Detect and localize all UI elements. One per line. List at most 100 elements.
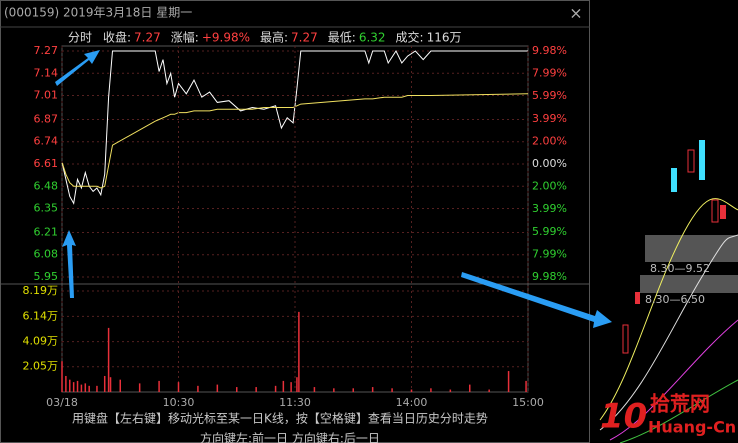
y-tick-label: 6.08 [34, 248, 59, 261]
y2-tick-label: 5.99% [532, 225, 567, 238]
candle [711, 199, 719, 223]
band [645, 235, 738, 262]
ma-line [619, 379, 738, 443]
watermark-site: Huang-Cn [648, 418, 736, 437]
volume-bar [119, 379, 121, 392]
x-tick-label: 10:30 [163, 396, 195, 409]
volume-bar [177, 382, 180, 392]
info-value: 6.32 [359, 31, 386, 45]
arrow [461, 272, 612, 328]
y-tick-label: 7.27 [34, 44, 59, 57]
y-tick-label: 6.74 [34, 135, 59, 148]
y-tick-label: 4.09万 [23, 335, 59, 348]
volume-bar [158, 380, 160, 392]
volume-bar [290, 382, 292, 392]
volume-bar [430, 388, 432, 392]
x-tick-label: 11:30 [279, 396, 311, 409]
candle [720, 205, 726, 219]
info-value: 116万 [427, 31, 462, 45]
volume-bar [216, 384, 219, 392]
y-tick-label: 2.05万 [23, 360, 59, 373]
header-info: 收盘: 7.27 涨幅: +9.98% 最高: 7.27 最低: 6.32 成交: 116万 [103, 30, 461, 45]
volume-bar [103, 375, 106, 392]
volume-bar [298, 311, 300, 392]
y2-tick-label: 9.98% [532, 44, 567, 57]
y-tick-label: 5.95 [34, 270, 59, 283]
y-tick-label: 6.14万 [23, 309, 59, 322]
volume-bar [236, 387, 238, 392]
volume-bar [96, 385, 98, 392]
info-value: 7.27 [291, 31, 318, 45]
plots: 7.27 7.14 7.01 6.87 6.74 6.61 6.48 6.35 6.21 6.08… [23, 44, 567, 409]
volume-bar [107, 327, 110, 392]
volume-bar [282, 380, 285, 392]
y-tick-label: 6.61 [34, 157, 59, 170]
info-value: 7.27 [134, 31, 161, 45]
candle [635, 292, 640, 304]
watermark-number: 10 [600, 397, 647, 437]
volume-bar [507, 371, 510, 392]
info-label: 涨幅: [171, 30, 199, 45]
volume-bar [469, 384, 471, 392]
ma-line [599, 234, 738, 431]
band [640, 275, 738, 293]
volume-bar [72, 382, 75, 392]
watermark-name: 拾荒网 [650, 392, 710, 416]
candle [671, 168, 677, 192]
volume-bar [76, 380, 79, 392]
candle [687, 149, 695, 173]
volume-bar [80, 384, 83, 392]
candle [622, 324, 629, 354]
y2-tick-label: 7.99% [532, 67, 567, 80]
volume-bar [61, 361, 63, 392]
volume-bar [84, 383, 87, 392]
info-label: 收盘: [103, 30, 131, 45]
volume-bar [109, 377, 112, 392]
info-label: 最高: [260, 30, 288, 45]
info-label: 最低: [328, 31, 356, 45]
y2-tick-label: 2.00% [532, 134, 567, 147]
volume-bar [371, 387, 374, 392]
volume-bar [410, 389, 413, 392]
volume-bar [313, 387, 316, 392]
price-line [61, 93, 529, 189]
band-label: 8.30—9.52 [650, 262, 710, 275]
volume-bar [449, 389, 452, 392]
band-label: 8.30—6.50 [645, 293, 705, 306]
ma-line [599, 198, 738, 421]
volume-bar [255, 387, 257, 392]
y2-tick-label: 7.99% [532, 247, 567, 260]
footer-hint: 方向键左:前一日 方向键右:后一日 [200, 431, 380, 443]
y-tick-label: 6.35 [34, 202, 59, 215]
y2-tick-label: 9.98% [532, 270, 567, 283]
x-tick-label: 03/18 [46, 396, 78, 409]
mode-label: 分时 [68, 31, 92, 45]
volume-bar [197, 385, 199, 392]
y-tick-label: 6.21 [34, 225, 59, 238]
volume-bar [352, 388, 354, 392]
y-tick-label: 7.01 [34, 89, 59, 102]
y2-tick-label: 2.00% [532, 180, 567, 193]
close-button[interactable]: × [569, 4, 582, 23]
y2-tick-label: 5.99% [532, 89, 567, 102]
candle [699, 140, 705, 180]
side-panel: 8.30—9.52 8.30—6.50 10 拾荒网 Huang-Cn [590, 0, 738, 443]
info-value: +9.98% [202, 31, 250, 45]
ma-line [609, 319, 738, 441]
y2-tick-label: 0.00% [532, 157, 567, 170]
volume-bar [296, 377, 298, 392]
x-tick-label: 14:00 [396, 396, 428, 409]
y-tick-label: 6.48 [34, 179, 59, 192]
y2-tick-label: 3.99% [532, 112, 567, 125]
arrow [55, 50, 100, 86]
y-tick-label: 7.14 [34, 66, 59, 79]
volume-bar [333, 388, 335, 392]
y-tick-label: 6.87 [34, 112, 59, 125]
arrows [55, 50, 612, 328]
footer-hint: 用键盘【左右键】移动光标至某一日K线，按【空格键】查看当日历史分时走势 [72, 411, 488, 426]
volume-bar [88, 385, 90, 392]
y-tick-label: 8.19万 [23, 284, 59, 297]
volume-bar [65, 375, 67, 392]
